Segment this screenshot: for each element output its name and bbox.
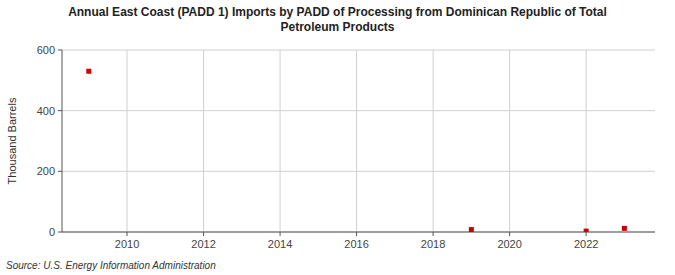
x-tick-label: 2012 bbox=[191, 238, 215, 250]
chart-container: Annual East Coast (PADD 1) Imports by PA… bbox=[0, 0, 675, 275]
x-grid-line bbox=[509, 50, 510, 232]
y-tick-label: 200 bbox=[37, 165, 55, 177]
point bbox=[622, 226, 627, 231]
title-line: Petroleum Products bbox=[280, 20, 394, 34]
x-grid-line bbox=[356, 50, 357, 232]
x-tick-label: 2010 bbox=[115, 238, 139, 250]
y-tick bbox=[58, 50, 62, 51]
title: Annual East Coast (PADD 1) Imports by PA… bbox=[68, 5, 607, 34]
point bbox=[584, 229, 589, 232]
x-grid-line bbox=[127, 50, 128, 232]
x-tick bbox=[280, 232, 281, 236]
y-tick bbox=[58, 110, 62, 111]
point bbox=[86, 69, 91, 74]
y-grid-line bbox=[62, 232, 655, 233]
x-tick-label: 2014 bbox=[268, 238, 292, 250]
x-tick bbox=[433, 232, 434, 236]
y-axis-line bbox=[62, 50, 63, 232]
x-tick-label: 2022 bbox=[574, 238, 598, 250]
source: Source: U.S. Energy Information Administ… bbox=[6, 260, 216, 271]
points bbox=[86, 69, 627, 232]
point bbox=[469, 227, 474, 232]
y-axis-label: Thousand Barrels bbox=[6, 97, 18, 184]
x-grid-line bbox=[586, 50, 587, 232]
y-grid-line bbox=[62, 171, 655, 172]
x-grid-line bbox=[433, 50, 434, 232]
y-grid-line bbox=[62, 110, 655, 111]
y-tick-label: 400 bbox=[37, 105, 55, 117]
y-tick bbox=[58, 171, 62, 172]
y-tick-label: 600 bbox=[37, 44, 55, 56]
x-tick-label: 2020 bbox=[497, 238, 521, 250]
x-tick bbox=[586, 232, 587, 236]
x-axis-line bbox=[62, 232, 655, 233]
x-tick-label: 2016 bbox=[344, 238, 368, 250]
x-grid-line bbox=[280, 50, 281, 232]
title-line: Annual East Coast (PADD 1) Imports by PA… bbox=[68, 5, 607, 19]
x-grid-line bbox=[203, 50, 204, 232]
x-tick bbox=[509, 232, 510, 236]
y-tick-label: 0 bbox=[49, 226, 55, 238]
grid bbox=[62, 50, 655, 232]
x-tick bbox=[356, 232, 357, 236]
x-tick bbox=[127, 232, 128, 236]
chart-svg: Annual East Coast (PADD 1) Imports by PA… bbox=[0, 0, 675, 275]
y-grid-line bbox=[62, 50, 655, 51]
x-tick bbox=[203, 232, 204, 236]
y-tick bbox=[58, 232, 62, 233]
x-tick-label: 2018 bbox=[421, 238, 445, 250]
